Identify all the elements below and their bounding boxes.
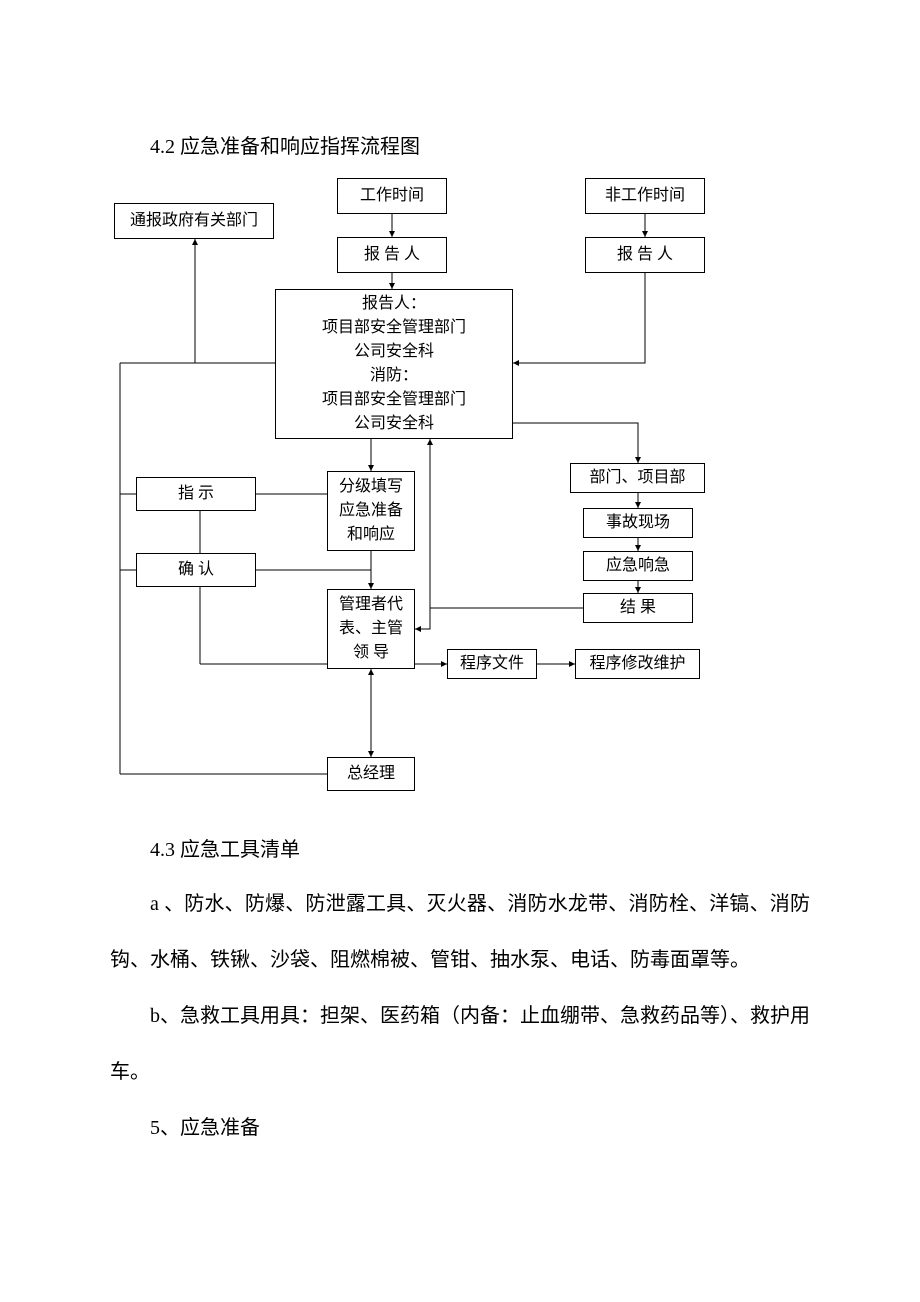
node-notify-gov: 通报政府有关部门 [114, 203, 274, 239]
center-line-2: 公司安全科 [354, 340, 434, 364]
node-dept-proj: 部门、项目部 [570, 463, 705, 493]
heading-5: 5、应急准备 [110, 1100, 810, 1156]
heading-4-3: 4.3 应急工具清单 [150, 833, 810, 862]
mgr-line-0: 管理者代 [339, 593, 403, 617]
node-result: 结 果 [583, 593, 693, 623]
center-line-1: 项目部安全管理部门 [322, 316, 466, 340]
node-center-reporter-block: 报告人： 项目部安全管理部门 公司安全科 消防： 项目部安全管理部门 公司安全科 [275, 289, 513, 439]
paragraph-b: b、急救工具用具：担架、医药箱（内备：止血绷带、急救药品等）、救护用车。 [110, 988, 810, 1100]
node-gm: 总经理 [327, 757, 415, 791]
mgr-line-2: 领 导 [353, 641, 389, 665]
center-line-4: 项目部安全管理部门 [322, 388, 466, 412]
node-grade-fill: 分级填写 应急准备 和响应 [327, 471, 415, 551]
grade-line-0: 分级填写 [339, 475, 403, 499]
center-line-3: 消防： [370, 364, 418, 388]
node-instruct: 指 示 [136, 477, 256, 511]
grade-line-1: 应急准备 [339, 499, 403, 523]
center-line-5: 公司安全科 [354, 412, 434, 436]
node-scene: 事故现场 [583, 508, 693, 538]
node-emergency: 应急响急 [583, 551, 693, 581]
node-mgr-rep: 管理者代 表、主管 领 导 [327, 589, 415, 669]
mgr-line-1: 表、主管 [339, 617, 403, 641]
node-reporter-right: 报 告 人 [585, 237, 705, 273]
node-proc-maint: 程序修改维护 [575, 649, 700, 679]
heading-4-2: 4.2 应急准备和响应指挥流程图 [150, 130, 810, 159]
flowchart-container: 工作时间 非工作时间 通报政府有关部门 报 告 人 报 告 人 报告人： 项目部… [100, 173, 800, 813]
node-confirm: 确 认 [136, 553, 256, 587]
node-proc-file: 程序文件 [447, 649, 537, 679]
node-non-work-time: 非工作时间 [585, 178, 705, 214]
center-line-0: 报告人： [362, 292, 426, 316]
node-reporter-left: 报 告 人 [337, 237, 447, 273]
paragraph-a: a 、防水、防爆、防泄露工具、灭火器、消防水龙带、消防栓、洋镐、消防钩、水桶、铁… [110, 876, 810, 988]
grade-line-2: 和响应 [347, 523, 395, 547]
node-work-time: 工作时间 [337, 178, 447, 214]
